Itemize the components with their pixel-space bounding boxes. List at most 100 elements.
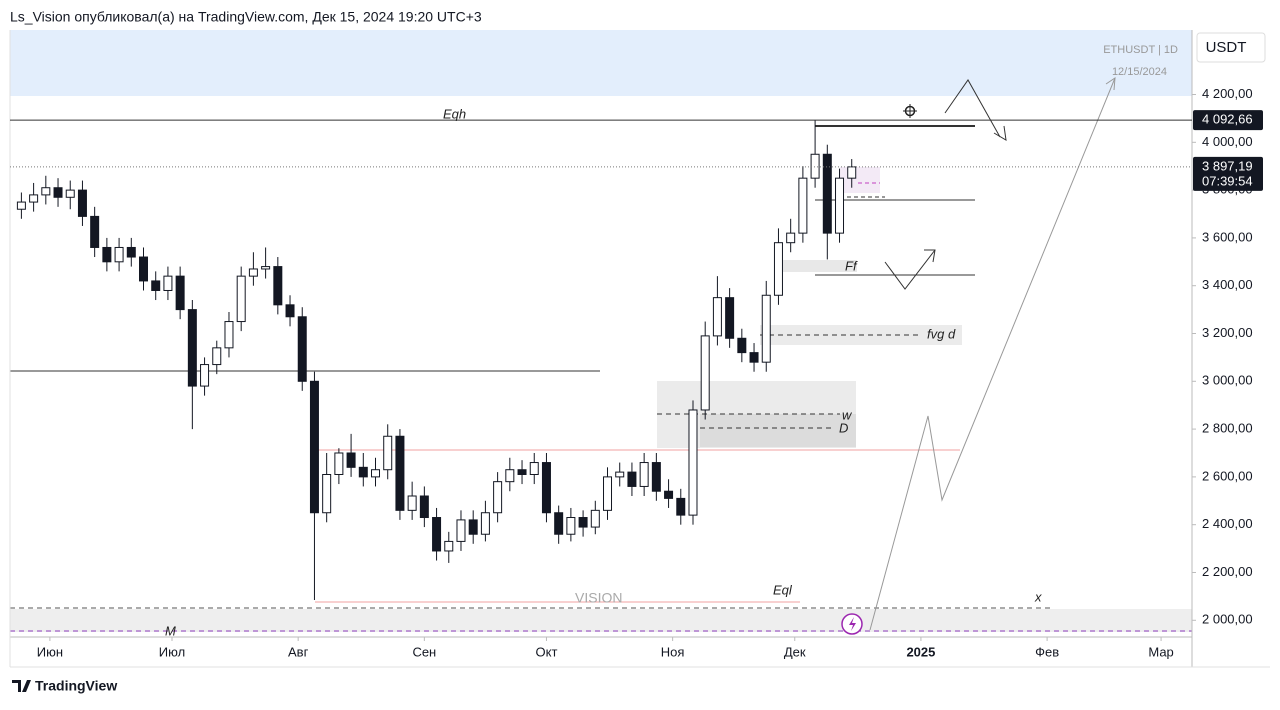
candle-body [688, 409, 698, 516]
x-tick-label: Июн [37, 644, 63, 659]
watermark: VISION [575, 590, 622, 606]
candle-body [505, 469, 515, 483]
candle-body [468, 519, 478, 535]
candle-body [847, 166, 857, 179]
drawings [10, 77, 1192, 635]
candle-body [590, 509, 600, 528]
y-tick-label: 3 200,00 [1202, 325, 1253, 340]
candle-body [407, 495, 417, 511]
y-tick-label: 4 000,00 [1202, 134, 1253, 149]
candle-body [529, 462, 539, 475]
x-tick-label: Сен [412, 644, 436, 659]
candle-body [200, 364, 210, 387]
header-title: Ls_Vision опубликовал(а) на TradingView.… [10, 9, 482, 25]
price-tag [1193, 110, 1263, 131]
candle-body [700, 335, 710, 411]
candle-body [187, 309, 197, 387]
logo [12, 680, 31, 692]
candle-body [41, 187, 51, 196]
symbol: ETHUSDT | 1D [1103, 44, 1178, 56]
box [840, 167, 880, 193]
candle-body [175, 275, 185, 311]
candle-body [90, 215, 100, 248]
candle-body [346, 452, 356, 468]
candle-body [53, 187, 63, 198]
candle-body [114, 246, 124, 263]
y-tick-label: 2 800,00 [1202, 421, 1253, 436]
candle-body [554, 512, 564, 535]
candle-body [224, 321, 234, 349]
candle-body [273, 266, 283, 306]
blue-zone [10, 30, 1192, 96]
candle-body [65, 189, 75, 198]
candle-body [432, 517, 442, 552]
x-tick-label: Дек [784, 644, 806, 659]
candle-body [725, 297, 735, 339]
arrow-head [1105, 77, 1116, 91]
x-tick-label: Мар [1148, 644, 1173, 659]
candle-body [102, 246, 112, 263]
candle-body [371, 469, 381, 478]
annotation: x [1034, 589, 1042, 604]
candle-body [444, 540, 454, 552]
candle-body [639, 462, 649, 487]
candle-body [285, 304, 295, 318]
x-tick-label: Июл [159, 644, 185, 659]
annotation: M [165, 623, 176, 638]
candle-body [835, 177, 845, 234]
y-tick-label: 3 600,00 [1202, 229, 1253, 244]
candle-body [419, 495, 429, 519]
price-tag-label: 3 897,19 [1202, 158, 1253, 173]
candle-body [651, 462, 661, 492]
grey-zone [10, 609, 1192, 632]
candle-body [541, 462, 551, 514]
candle-body [798, 177, 808, 234]
arrow-head [924, 249, 936, 263]
candle-body [322, 473, 332, 514]
arrow [944, 79, 1001, 138]
candle-body [16, 201, 26, 210]
y-tick-label: 3 400,00 [1202, 277, 1253, 292]
plot [16, 120, 857, 600]
candle-body [664, 490, 674, 499]
candle-body [786, 232, 796, 244]
candle-body [163, 275, 173, 291]
candle-body [212, 347, 222, 366]
candle-body [309, 380, 319, 514]
candle-body [297, 316, 307, 382]
y-tick-label: 2 600,00 [1202, 468, 1253, 483]
currency-button[interactable] [1196, 32, 1266, 63]
candle-body [334, 452, 344, 475]
candle-body [517, 469, 527, 475]
candle-body [77, 189, 87, 217]
candle-body [773, 242, 783, 296]
box [700, 414, 856, 447]
crosshair-icon [903, 104, 917, 118]
candle-body [383, 435, 393, 471]
brand: TradingView [35, 678, 117, 694]
candle-body [126, 246, 136, 258]
arrow [884, 249, 936, 290]
y-tick-label: 2 400,00 [1202, 516, 1253, 531]
candle-body [822, 153, 832, 234]
candle-body [395, 435, 405, 511]
annotation: D [839, 420, 848, 435]
candle-body [603, 476, 613, 511]
arrow [869, 77, 1116, 631]
candle-body [615, 471, 625, 478]
y-tick-label: 2 200,00 [1202, 564, 1253, 579]
annotation: Eqh [443, 106, 466, 121]
candle-body [676, 497, 686, 516]
candle-body [139, 256, 149, 282]
candle-body [566, 517, 576, 535]
candle-body [810, 153, 820, 179]
price-tag [1193, 156, 1263, 191]
annotation: fvg d [927, 326, 956, 341]
y-tick-label: 4 200,00 [1202, 86, 1253, 101]
annotation: w [842, 407, 853, 422]
date: 12/15/2024 [1112, 66, 1167, 78]
candle-body [480, 512, 490, 535]
annotation: Ff [845, 258, 858, 273]
x-tick-label: 2025 [906, 644, 935, 659]
